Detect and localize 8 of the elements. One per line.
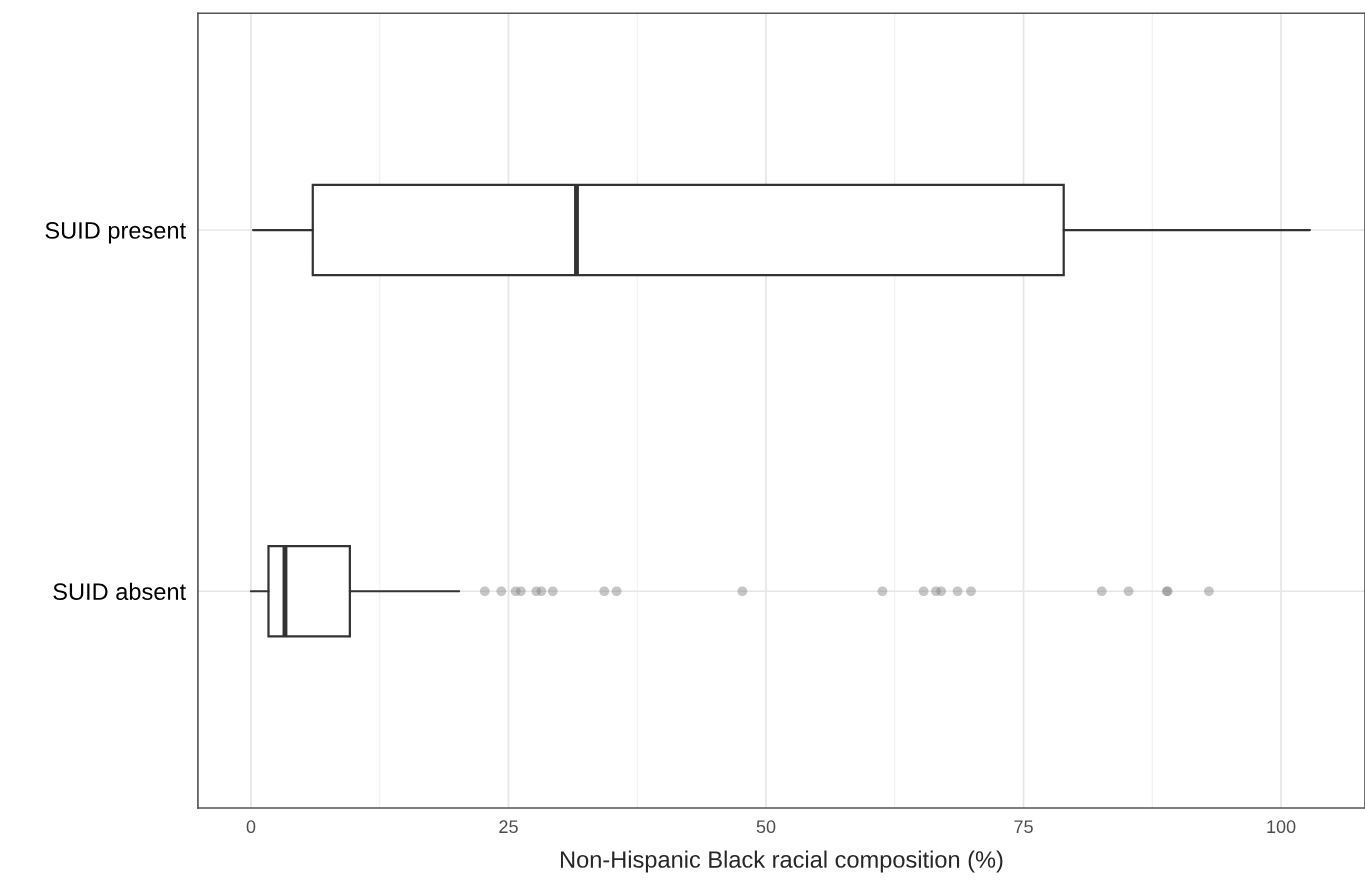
x-tick-label: 50 xyxy=(756,820,776,834)
x-tick-label: 75 xyxy=(1014,820,1033,834)
x-tick-label: 100 xyxy=(1267,820,1296,834)
x-axis-title: Non-Hispanic Black racial composition (%) xyxy=(560,850,1003,873)
x-tick-label: 25 xyxy=(499,820,518,834)
y-tick-label: SUID absent xyxy=(53,582,186,601)
y-tick-label: SUID present xyxy=(45,222,186,244)
x-tick-label: 0 xyxy=(246,820,256,834)
